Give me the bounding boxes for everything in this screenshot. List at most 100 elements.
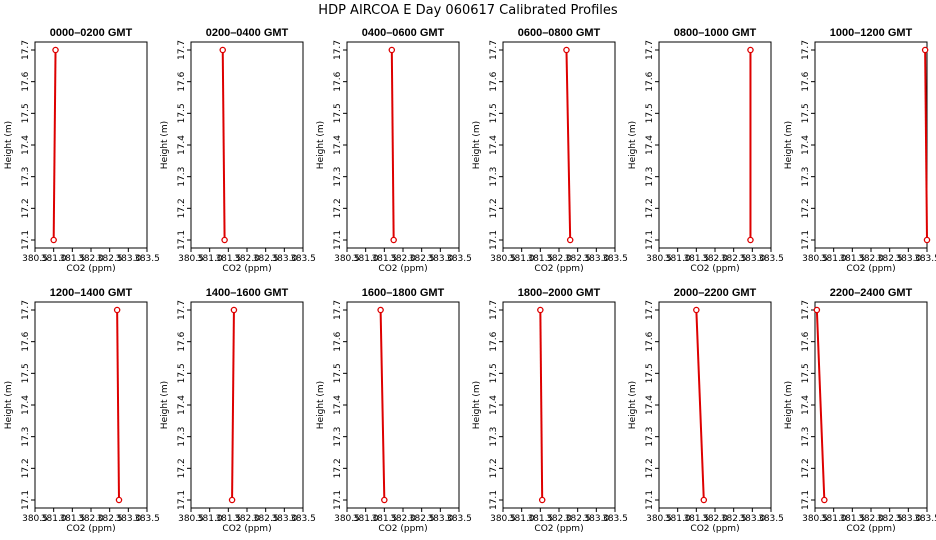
y-tick-label: 17.6 bbox=[21, 331, 31, 351]
x-tick-label: 382.0 bbox=[390, 514, 416, 524]
x-tick-label: 382.0 bbox=[858, 514, 884, 524]
x-tick-label: 380.5 bbox=[22, 514, 48, 524]
x-tick-label: 382.5 bbox=[877, 254, 903, 264]
profile-line bbox=[815, 309, 826, 501]
data-point bbox=[923, 236, 931, 244]
panel-title: 2000–2200 GMT bbox=[674, 287, 757, 299]
x-tick-label: 381.0 bbox=[41, 254, 67, 264]
data-point bbox=[693, 306, 700, 314]
y-tick-label: 17.5 bbox=[801, 363, 811, 383]
panel-4: 0800–1000 GMT380.5381.0381.5382.0382.538… bbox=[628, 27, 784, 274]
x-tick-label: 383.0 bbox=[583, 254, 609, 264]
y-tick-label: 17.5 bbox=[21, 363, 31, 383]
y-axis-label: Height (m) bbox=[472, 381, 482, 429]
profile-line bbox=[221, 49, 226, 241]
y-axis-label: Height (m) bbox=[628, 381, 638, 429]
y-axis-label: Height (m) bbox=[4, 121, 14, 169]
x-tick-label: 382.0 bbox=[234, 254, 260, 264]
x-tick-label: 383.5 bbox=[602, 514, 628, 524]
y-tick-label: 17.3 bbox=[177, 167, 187, 187]
data-point bbox=[228, 496, 236, 504]
x-tick-label: 381.5 bbox=[527, 514, 553, 524]
x-axis-label: CO2 (ppm) bbox=[846, 524, 895, 534]
x-tick-label: 382.5 bbox=[721, 254, 747, 264]
y-tick-label: 17.6 bbox=[801, 71, 811, 91]
y-tick-label: 17.7 bbox=[645, 40, 655, 60]
y-tick-label: 17.4 bbox=[177, 395, 187, 415]
x-tick-label: 380.5 bbox=[802, 254, 828, 264]
x-tick-label: 382.5 bbox=[253, 514, 279, 524]
y-tick-label: 17.2 bbox=[489, 198, 499, 218]
data-point bbox=[921, 46, 929, 54]
y-tick-label: 17.1 bbox=[645, 230, 655, 250]
plot-frame bbox=[658, 301, 772, 509]
y-tick-label: 17.3 bbox=[21, 427, 31, 447]
x-tick-label: 381.5 bbox=[839, 254, 865, 264]
x-tick-label: 383.5 bbox=[914, 254, 936, 264]
x-tick-label: 383.0 bbox=[115, 254, 141, 264]
x-axis-label: CO2 (ppm) bbox=[222, 524, 271, 534]
x-tick-label: 383.5 bbox=[758, 254, 784, 264]
x-tick-label: 383.0 bbox=[271, 514, 297, 524]
x-tick-label: 381.5 bbox=[683, 254, 709, 264]
y-tick-label: 17.5 bbox=[333, 103, 343, 123]
y-tick-label: 17.4 bbox=[333, 135, 343, 155]
x-tick-label: 380.5 bbox=[334, 514, 360, 524]
x-tick-label: 383.0 bbox=[895, 254, 921, 264]
x-tick-label: 383.5 bbox=[134, 514, 160, 524]
panel-2: 0400–0600 GMT380.5381.0381.5382.0382.538… bbox=[316, 27, 472, 274]
x-axis-label: CO2 (ppm) bbox=[846, 264, 895, 274]
data-point bbox=[813, 306, 821, 314]
plot-frame bbox=[658, 41, 772, 249]
x-tick-label: 381.5 bbox=[59, 254, 85, 264]
data-point bbox=[115, 496, 123, 504]
x-tick-label: 382.5 bbox=[877, 514, 903, 524]
y-axis-label: Height (m) bbox=[160, 121, 170, 169]
panel-title: 0200–0400 GMT bbox=[206, 27, 289, 39]
plot-frame bbox=[34, 41, 148, 249]
plot-frame bbox=[814, 301, 928, 509]
data-point bbox=[381, 496, 388, 504]
x-tick-label: 380.5 bbox=[490, 514, 516, 524]
y-tick-label: 17.7 bbox=[489, 40, 499, 60]
y-tick-label: 17.1 bbox=[333, 490, 343, 510]
plot-frame bbox=[346, 41, 460, 249]
x-tick-label: 382.5 bbox=[97, 254, 123, 264]
y-tick-label: 17.7 bbox=[801, 300, 811, 320]
y-tick-label: 17.2 bbox=[801, 198, 811, 218]
x-tick-label: 381.5 bbox=[839, 514, 865, 524]
y-tick-label: 17.5 bbox=[21, 103, 31, 123]
y-tick-label: 17.6 bbox=[333, 331, 343, 351]
y-axis-label: Height (m) bbox=[160, 381, 170, 429]
x-tick-label: 382.5 bbox=[409, 254, 435, 264]
y-tick-label: 17.2 bbox=[645, 458, 655, 478]
x-tick-label: 380.5 bbox=[178, 254, 204, 264]
x-tick-label: 381.0 bbox=[41, 514, 67, 524]
x-tick-label: 381.0 bbox=[665, 254, 691, 264]
x-tick-label: 382.0 bbox=[390, 254, 416, 264]
x-tick-label: 382.0 bbox=[234, 514, 260, 524]
x-tick-label: 381.5 bbox=[215, 254, 241, 264]
y-tick-label: 17.3 bbox=[21, 167, 31, 187]
x-tick-label: 383.0 bbox=[115, 514, 141, 524]
x-tick-label: 382.5 bbox=[565, 514, 591, 524]
y-tick-label: 17.3 bbox=[645, 167, 655, 187]
y-tick-label: 17.4 bbox=[21, 395, 31, 415]
x-tick-label: 383.5 bbox=[446, 514, 472, 524]
y-tick-label: 17.2 bbox=[645, 198, 655, 218]
plot-frame bbox=[346, 301, 460, 509]
y-tick-label: 17.5 bbox=[645, 103, 655, 123]
x-tick-label: 380.5 bbox=[178, 514, 204, 524]
x-tick-label: 380.5 bbox=[334, 254, 360, 264]
y-axis-label: Height (m) bbox=[628, 121, 638, 169]
y-tick-label: 17.2 bbox=[177, 458, 187, 478]
x-axis-label: CO2 (ppm) bbox=[378, 264, 427, 274]
y-tick-label: 17.1 bbox=[21, 490, 31, 510]
x-tick-label: 381.5 bbox=[371, 254, 397, 264]
x-tick-label: 383.5 bbox=[290, 254, 316, 264]
panel-9: 1800–2000 GMT380.5381.0381.5382.0382.538… bbox=[472, 287, 628, 534]
x-tick-label: 381.5 bbox=[683, 514, 709, 524]
y-tick-label: 17.3 bbox=[177, 427, 187, 447]
x-axis-label: CO2 (ppm) bbox=[222, 264, 271, 274]
